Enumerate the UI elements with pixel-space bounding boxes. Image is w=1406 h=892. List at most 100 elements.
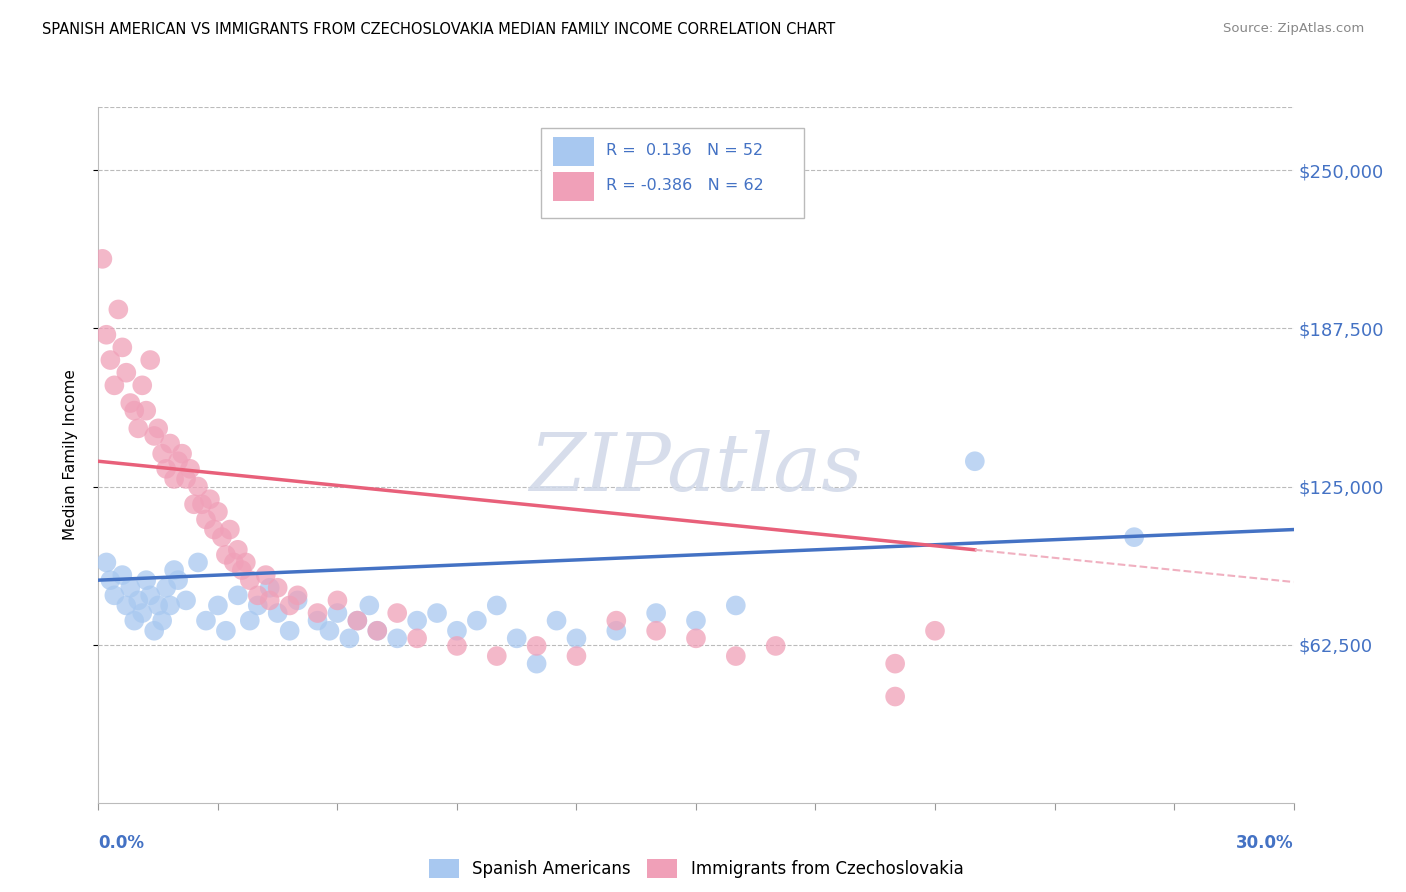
- Text: 30.0%: 30.0%: [1236, 834, 1294, 852]
- Point: [211, 530, 233, 544]
- Point: [884, 657, 907, 671]
- Point: [446, 624, 468, 638]
- Point: [115, 366, 138, 380]
- Point: [187, 556, 209, 570]
- Point: [127, 421, 149, 435]
- Point: [219, 523, 242, 537]
- Point: [120, 396, 142, 410]
- Point: [307, 606, 329, 620]
- Point: [91, 252, 114, 266]
- Point: [884, 690, 907, 704]
- Point: [215, 548, 238, 562]
- Text: ZIPatlas: ZIPatlas: [529, 430, 863, 508]
- Point: [287, 593, 309, 607]
- Point: [446, 639, 468, 653]
- Point: [159, 436, 181, 450]
- Point: [159, 599, 181, 613]
- Point: [124, 614, 146, 628]
- Point: [115, 599, 138, 613]
- Point: [565, 648, 588, 663]
- Point: [103, 378, 125, 392]
- Point: [685, 632, 707, 646]
- Point: [366, 624, 388, 638]
- Point: [526, 639, 548, 653]
- Point: [765, 639, 787, 653]
- Point: [174, 472, 197, 486]
- Point: [645, 606, 668, 620]
- Point: [526, 657, 548, 671]
- Point: [111, 568, 134, 582]
- FancyBboxPatch shape: [553, 172, 595, 201]
- FancyBboxPatch shape: [553, 137, 595, 166]
- Point: [148, 421, 170, 435]
- Point: [155, 581, 177, 595]
- Point: [127, 593, 149, 607]
- Point: [485, 648, 508, 663]
- Point: [207, 505, 229, 519]
- Point: [100, 573, 122, 587]
- Point: [318, 624, 340, 638]
- Point: [183, 497, 205, 511]
- Point: [346, 614, 368, 628]
- Point: [546, 614, 568, 628]
- Point: [924, 624, 946, 638]
- Point: [326, 606, 349, 620]
- Point: [339, 632, 360, 646]
- Point: [195, 512, 218, 526]
- Point: [239, 614, 262, 628]
- Point: [254, 568, 277, 582]
- Point: [120, 581, 142, 595]
- Point: [287, 588, 309, 602]
- Point: [239, 573, 262, 587]
- Point: [385, 606, 409, 620]
- Point: [124, 403, 146, 417]
- Point: [426, 606, 449, 620]
- Point: [155, 462, 177, 476]
- Point: [278, 624, 301, 638]
- Point: [131, 378, 153, 392]
- Point: [202, 523, 225, 537]
- FancyBboxPatch shape: [540, 128, 804, 219]
- Point: [150, 614, 173, 628]
- Point: [174, 593, 197, 607]
- Point: [359, 599, 381, 613]
- Text: R =  0.136   N = 52: R = 0.136 N = 52: [606, 144, 763, 159]
- Text: 0.0%: 0.0%: [98, 834, 145, 852]
- Point: [231, 563, 253, 577]
- Point: [565, 632, 588, 646]
- Point: [139, 588, 162, 602]
- Point: [605, 614, 627, 628]
- Point: [226, 542, 249, 557]
- Point: [195, 614, 218, 628]
- Point: [187, 479, 209, 493]
- Point: [135, 403, 157, 417]
- Point: [96, 556, 118, 570]
- Text: SPANISH AMERICAN VS IMMIGRANTS FROM CZECHOSLOVAKIA MEDIAN FAMILY INCOME CORRELAT: SPANISH AMERICAN VS IMMIGRANTS FROM CZEC…: [42, 22, 835, 37]
- Point: [963, 454, 986, 468]
- Point: [246, 599, 269, 613]
- Point: [179, 462, 201, 476]
- Point: [406, 632, 429, 646]
- Point: [307, 614, 329, 628]
- Point: [207, 599, 229, 613]
- Point: [103, 588, 125, 602]
- Point: [724, 648, 747, 663]
- Text: R = -0.386   N = 62: R = -0.386 N = 62: [606, 178, 763, 194]
- Point: [139, 353, 162, 368]
- Point: [506, 632, 529, 646]
- Point: [150, 447, 173, 461]
- Point: [198, 492, 221, 507]
- Point: [167, 454, 190, 468]
- Point: [222, 556, 245, 570]
- Point: [645, 624, 668, 638]
- Point: [143, 624, 166, 638]
- Point: [172, 447, 194, 461]
- Point: [135, 573, 157, 587]
- Point: [685, 614, 707, 628]
- Point: [163, 472, 186, 486]
- Point: [100, 353, 122, 368]
- Point: [96, 327, 118, 342]
- Point: [107, 302, 129, 317]
- Point: [226, 588, 249, 602]
- Point: [191, 497, 214, 511]
